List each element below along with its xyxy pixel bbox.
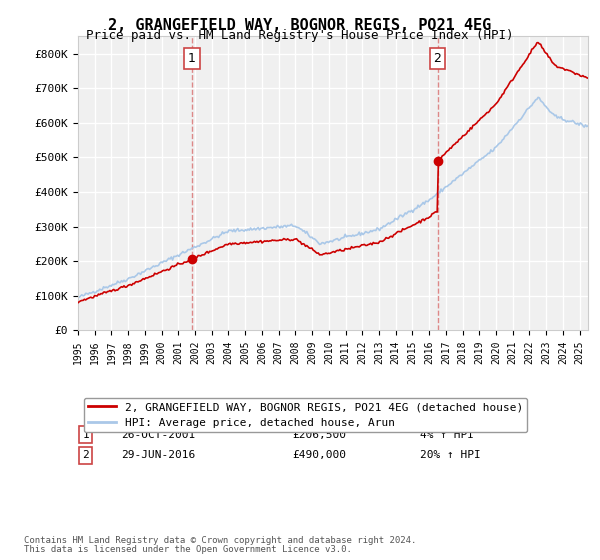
Text: 1: 1 xyxy=(188,52,196,65)
Text: This data is licensed under the Open Government Licence v3.0.: This data is licensed under the Open Gov… xyxy=(24,545,352,554)
Text: 29-JUN-2016: 29-JUN-2016 xyxy=(121,450,196,460)
Text: £490,000: £490,000 xyxy=(292,450,346,460)
Text: 2: 2 xyxy=(82,450,89,460)
Text: 26-OCT-2001: 26-OCT-2001 xyxy=(121,430,196,440)
Text: Contains HM Land Registry data © Crown copyright and database right 2024.: Contains HM Land Registry data © Crown c… xyxy=(24,536,416,545)
Text: 2: 2 xyxy=(434,52,442,65)
Text: 20% ↑ HPI: 20% ↑ HPI xyxy=(420,450,481,460)
Text: £206,500: £206,500 xyxy=(292,430,346,440)
Text: Price paid vs. HM Land Registry's House Price Index (HPI): Price paid vs. HM Land Registry's House … xyxy=(86,29,514,42)
Text: 1: 1 xyxy=(82,430,89,440)
Text: 2, GRANGEFIELD WAY, BOGNOR REGIS, PO21 4EG: 2, GRANGEFIELD WAY, BOGNOR REGIS, PO21 4… xyxy=(109,18,491,33)
Legend: 2, GRANGEFIELD WAY, BOGNOR REGIS, PO21 4EG (detached house), HPI: Average price,: 2, GRANGEFIELD WAY, BOGNOR REGIS, PO21 4… xyxy=(83,398,527,432)
Text: 4% ↑ HPI: 4% ↑ HPI xyxy=(420,430,474,440)
